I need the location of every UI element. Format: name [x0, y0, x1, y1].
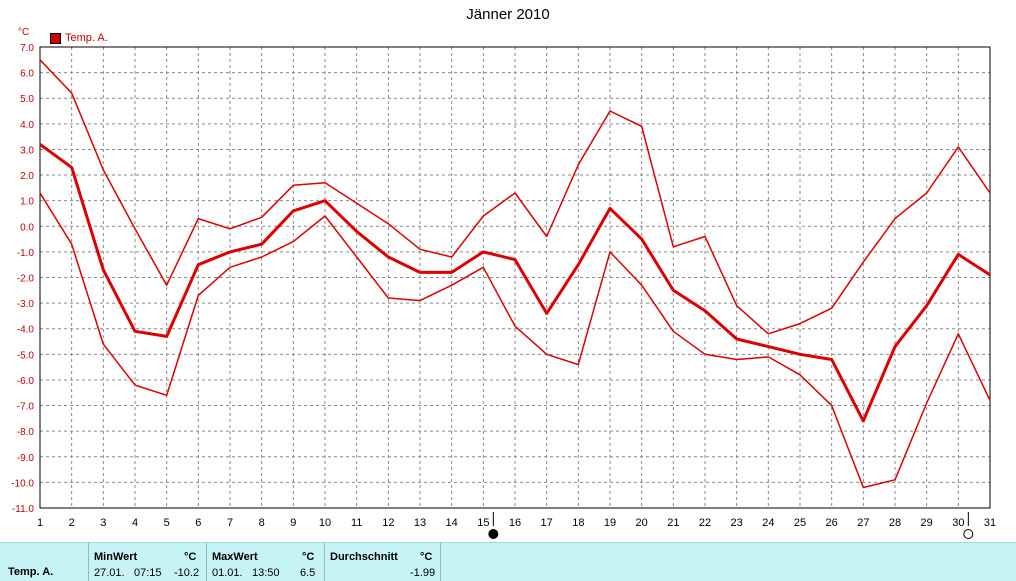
max-value: 6.5 — [300, 567, 315, 579]
new-moon-icon — [964, 530, 973, 539]
x-tick-label: 16 — [509, 517, 521, 529]
x-tick-label: 5 — [164, 517, 170, 529]
x-tick-label: 9 — [290, 517, 296, 529]
y-tick-label: -11.0 — [12, 504, 34, 515]
x-tick-label: 12 — [382, 517, 394, 529]
x-tick-label: 10 — [319, 517, 331, 529]
min-date: 27.01. — [94, 567, 125, 579]
x-tick-label: 31 — [984, 517, 996, 529]
x-tick-label: 14 — [446, 517, 458, 529]
min-header: MinWert — [94, 551, 137, 563]
x-tick-label: 26 — [826, 517, 838, 529]
max-unit: °C — [302, 551, 314, 563]
min-unit: °C — [184, 551, 196, 563]
y-tick-label: 3.0 — [20, 145, 34, 156]
line-chart: 7.0 6.0 5.0 4.0 3.0 2.0 1.0 0.0 -1.0 -2.0 -3.0 -4.0… — [0, 0, 1016, 542]
avg-header: Durchschnitt — [330, 551, 398, 563]
x-tick-label: 19 — [604, 517, 616, 529]
x-tick-label: 30 — [952, 517, 964, 529]
max-time: 13:50 — [252, 567, 280, 579]
y-tick-label: 2.0 — [20, 171, 34, 182]
y-tick-label: -8.0 — [17, 427, 35, 438]
y-tick-label: -4.0 — [17, 325, 35, 336]
x-tick-label: 25 — [794, 517, 806, 529]
full-moon-icon — [489, 530, 498, 539]
y-tick-label: -10.0 — [11, 478, 34, 489]
x-tick-label: 23 — [731, 517, 743, 529]
y-tick-label: 6.0 — [20, 69, 34, 80]
x-tick-label: 20 — [636, 517, 648, 529]
x-tick-label: 8 — [259, 517, 265, 529]
stats-series-name: Temp. A. — [8, 566, 53, 578]
stats-bar: Temp. A. MinWert °C 27.01. 07:15 -10.2 M… — [0, 542, 1016, 581]
x-tick-label: 17 — [541, 517, 553, 529]
x-tick-label: 21 — [667, 517, 679, 529]
y-tick-label: 1.0 — [20, 197, 34, 208]
x-tick-label: 3 — [100, 517, 106, 529]
x-tick-label: 13 — [414, 517, 426, 529]
y-tick-label: -9.0 — [17, 453, 35, 464]
y-tick-label: -6.0 — [17, 376, 35, 387]
avg-unit: °C — [420, 551, 432, 563]
y-tick-label: -5.0 — [17, 350, 35, 361]
x-tick-label: 4 — [132, 517, 138, 529]
y-tick-label: -7.0 — [17, 402, 35, 413]
x-tick-label: 28 — [889, 517, 901, 529]
series-line-max — [40, 60, 990, 334]
avg-value: -1.99 — [410, 567, 435, 579]
x-tick-label: 2 — [69, 517, 75, 529]
min-value: -10.2 — [174, 567, 199, 579]
y-tick-label: 5.0 — [20, 94, 34, 105]
x-tick-label: 7 — [227, 517, 233, 529]
stats-max-cell: MaxWert °C 01.01. 13:50 6.5 — [206, 543, 325, 581]
min-time: 07:15 — [134, 567, 162, 579]
max-date: 01.01. — [212, 567, 243, 579]
x-tick-label: 6 — [195, 517, 201, 529]
stats-avg-cell: Durchschnitt °C -1.99 — [324, 543, 441, 581]
stats-min-cell: MinWert °C 27.01. 07:15 -10.2 — [88, 543, 207, 581]
x-tick-label: 18 — [572, 517, 584, 529]
x-tick-label: 22 — [699, 517, 711, 529]
y-tick-label: -3.0 — [17, 299, 35, 310]
x-tick-label: 27 — [857, 517, 869, 529]
x-tick-label: 15 — [477, 517, 489, 529]
y-tick-label: 4.0 — [20, 120, 34, 131]
x-tick-label: 29 — [921, 517, 933, 529]
stats-series-cell: Temp. A. — [0, 543, 89, 581]
y-tick-label: 7.0 — [20, 43, 34, 54]
max-header: MaxWert — [212, 551, 258, 563]
y-tick-label: 0.0 — [20, 222, 34, 233]
x-tick-label: 1 — [37, 517, 43, 529]
y-tick-label: -2.0 — [17, 274, 35, 285]
x-tick-label: 11 — [351, 517, 362, 529]
y-tick-label: -1.0 — [17, 248, 35, 259]
x-tick-label: 24 — [762, 517, 774, 529]
